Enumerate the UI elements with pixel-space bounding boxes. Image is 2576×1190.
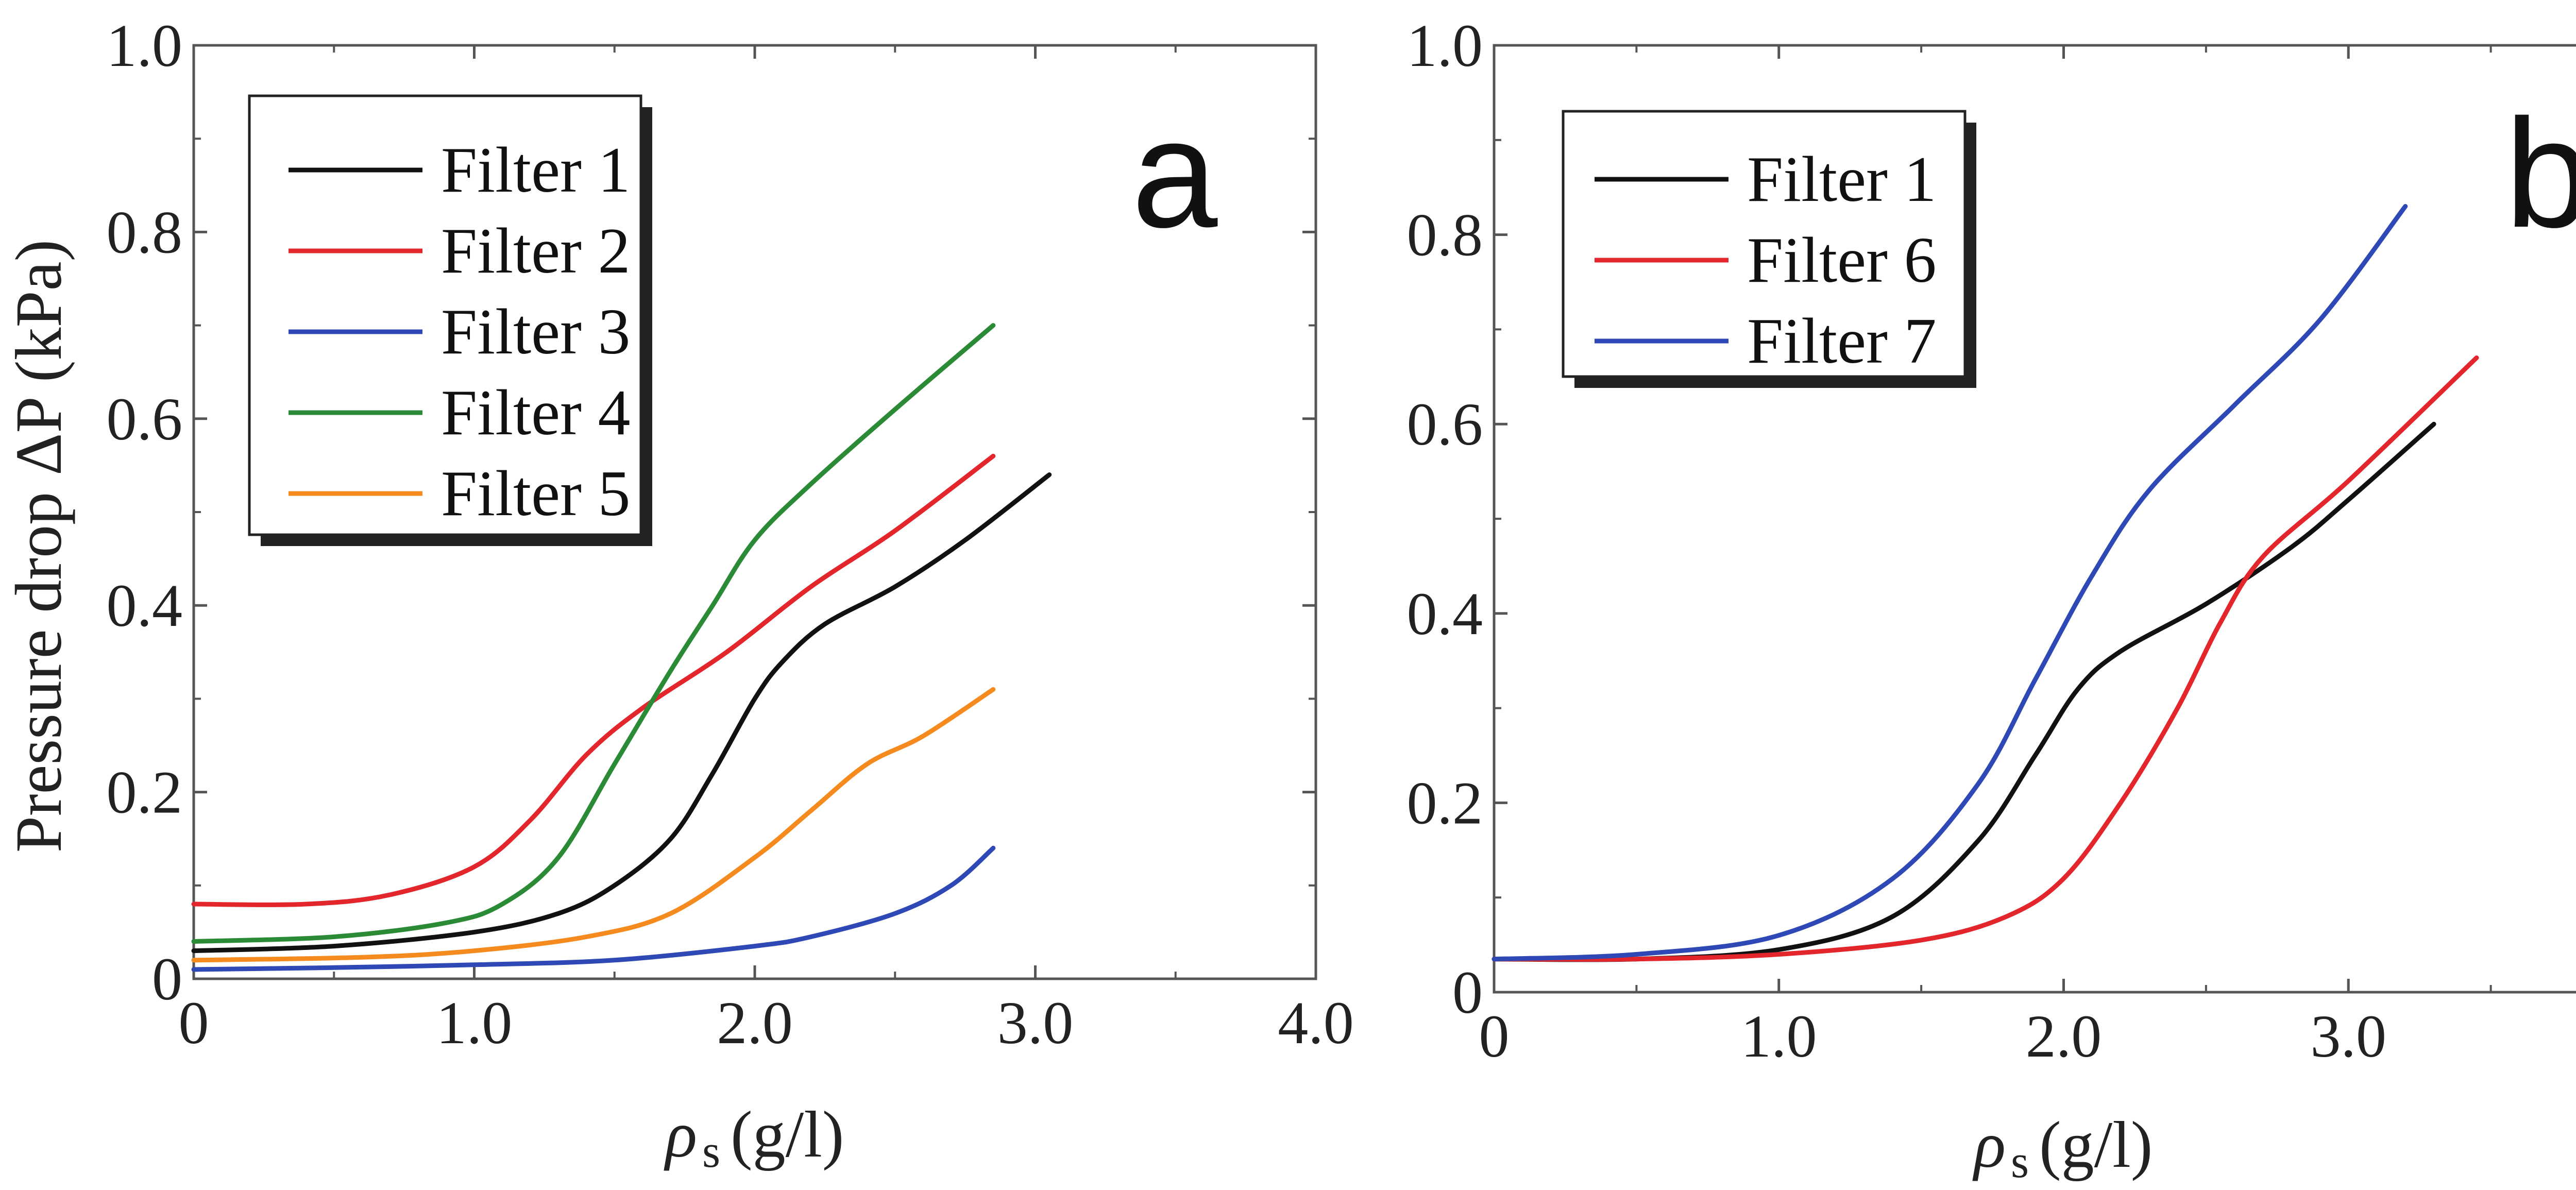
- panel-b-x-axis-unit: (g/l): [2039, 1108, 2153, 1181]
- panel-b-y-tick-label: 1.0: [1407, 12, 1483, 79]
- panel-b-x-tick-label: 1.0: [1741, 1002, 1817, 1070]
- panel-a-x-tick-labels: 0 1.0 2.0 3.0 4.0: [179, 989, 1354, 1057]
- panel-b-legend-label-filter-1: Filter 1: [1747, 144, 1936, 215]
- panel-a-x-tick-label: 1.0: [436, 989, 513, 1057]
- panel-a-y-tick-labels: 0 0.2 0.4 0.6 0.8 1.0: [107, 12, 183, 1013]
- panel-b: 00.20.40.60.81.0 01.02.03.04.0 Filter 1F…: [1407, 12, 2576, 1187]
- panel-b-tick-marks: [1493, 44, 2492, 994]
- panel-a-legend: Filter 1 Filter 2 Filter 3 Filter 4 Filter 5: [248, 94, 652, 546]
- panel-a-series-filter-5: [191, 687, 996, 963]
- panel-a-x-axis-unit: (g/l): [731, 1098, 844, 1171]
- panel-a-legend-label-filter-1: Filter 1: [441, 134, 630, 206]
- panel-b-x-axis-symbol: ρ: [1972, 1108, 2006, 1181]
- panel-a-legend-items: Filter 1 Filter 2 Filter 3 Filter 4 Filter 5: [289, 134, 630, 530]
- panel-b-series: [1492, 204, 2479, 962]
- panel-b-y-tick-label: 0: [1452, 959, 1483, 1026]
- panel-b-x-tick-label: 2.0: [2026, 1002, 2102, 1070]
- panel-b-y-tick-label: 0.6: [1407, 390, 1483, 458]
- panel-a-legend-label-filter-4: Filter 4: [441, 377, 630, 449]
- panel-a-legend-label-filter-3: Filter 3: [441, 296, 630, 368]
- panel-a-y-tick-label: 0.8: [107, 198, 183, 266]
- panel-a-tick-marks: [192, 44, 1317, 980]
- panel-b-x-tick-label: 0: [1479, 1002, 1510, 1070]
- panel-a-x-tick-label: 4.0: [1278, 989, 1354, 1057]
- panel-a-y-tick-label: 0.4: [107, 572, 183, 639]
- panel-a-x-axis-title: ρ s (g/l): [664, 1098, 844, 1177]
- panel-b-legend-box: [1562, 110, 1967, 378]
- panel-b-legend-label-filter-6: Filter 6: [1747, 225, 1936, 296]
- panel-a-legend-label-filter-2: Filter 2: [441, 215, 630, 287]
- panel-a-y-tick-label: 0: [152, 945, 182, 1013]
- panel-a-y-tick-label: 1.0: [107, 12, 183, 79]
- panel-b-legend: Filter 1 Filter 6 Filter 7: [1562, 110, 1976, 388]
- panel-b-x-tick-labels: 01.02.03.04.0: [1479, 1002, 2387, 1070]
- panel-b-y-tick-label: 0.2: [1407, 769, 1483, 837]
- panel-b-label: b: [2505, 87, 2576, 260]
- panel-a-label: a: [1132, 87, 1219, 260]
- panel-a-x-tick-label: 0: [179, 989, 209, 1057]
- panel-a-x-axis-symbol: ρ: [664, 1098, 697, 1171]
- panel-a-series-filter-3: [191, 845, 996, 972]
- panel-a: Pressure drop ΔP (kPa) 00.20.40.60.81.0 …: [2, 12, 1354, 1177]
- panel-b-x-axis-title: ρ s (g/l): [1972, 1108, 2153, 1187]
- panel-a-y-axis-title: Pressure drop ΔP (kPa): [2, 240, 75, 853]
- panel-a-x-tick-label: 3.0: [997, 989, 1074, 1057]
- panel-a-y-tick-label: 0.2: [107, 759, 183, 826]
- panel-a-legend-label-filter-5: Filter 5: [441, 458, 630, 530]
- panel-a-series: [191, 323, 1052, 972]
- panel-b-series-filter-7: [1492, 204, 2408, 962]
- panel-b-legend-items: Filter 1 Filter 6 Filter 7: [1595, 144, 1936, 377]
- panel-a-series-filter-4: [191, 323, 996, 944]
- panel-b-series-filter-6: [1492, 355, 2479, 962]
- panel-a-series-filter-1: [191, 472, 1052, 954]
- panel-b-y-tick-label: 0.4: [1407, 580, 1483, 648]
- panel-b-x-axis-subscript: s: [2011, 1136, 2029, 1187]
- panel-b-x-tick-label: 3.0: [2311, 1002, 2387, 1070]
- panel-b-y-tick-labels: 0 0.2 0.4 0.6 0.8 1.0: [1407, 12, 1483, 1026]
- panel-a-y-tick-label: 0.6: [107, 385, 183, 453]
- panel-a-series-filter-2: [191, 453, 996, 907]
- panel-b-legend-label-filter-7: Filter 7: [1747, 305, 1936, 377]
- panel-a-x-tick-label: 2.0: [717, 989, 793, 1057]
- panel-a-x-axis-subscript: s: [702, 1126, 720, 1177]
- panel-b-y-tick-label: 0.8: [1407, 201, 1483, 269]
